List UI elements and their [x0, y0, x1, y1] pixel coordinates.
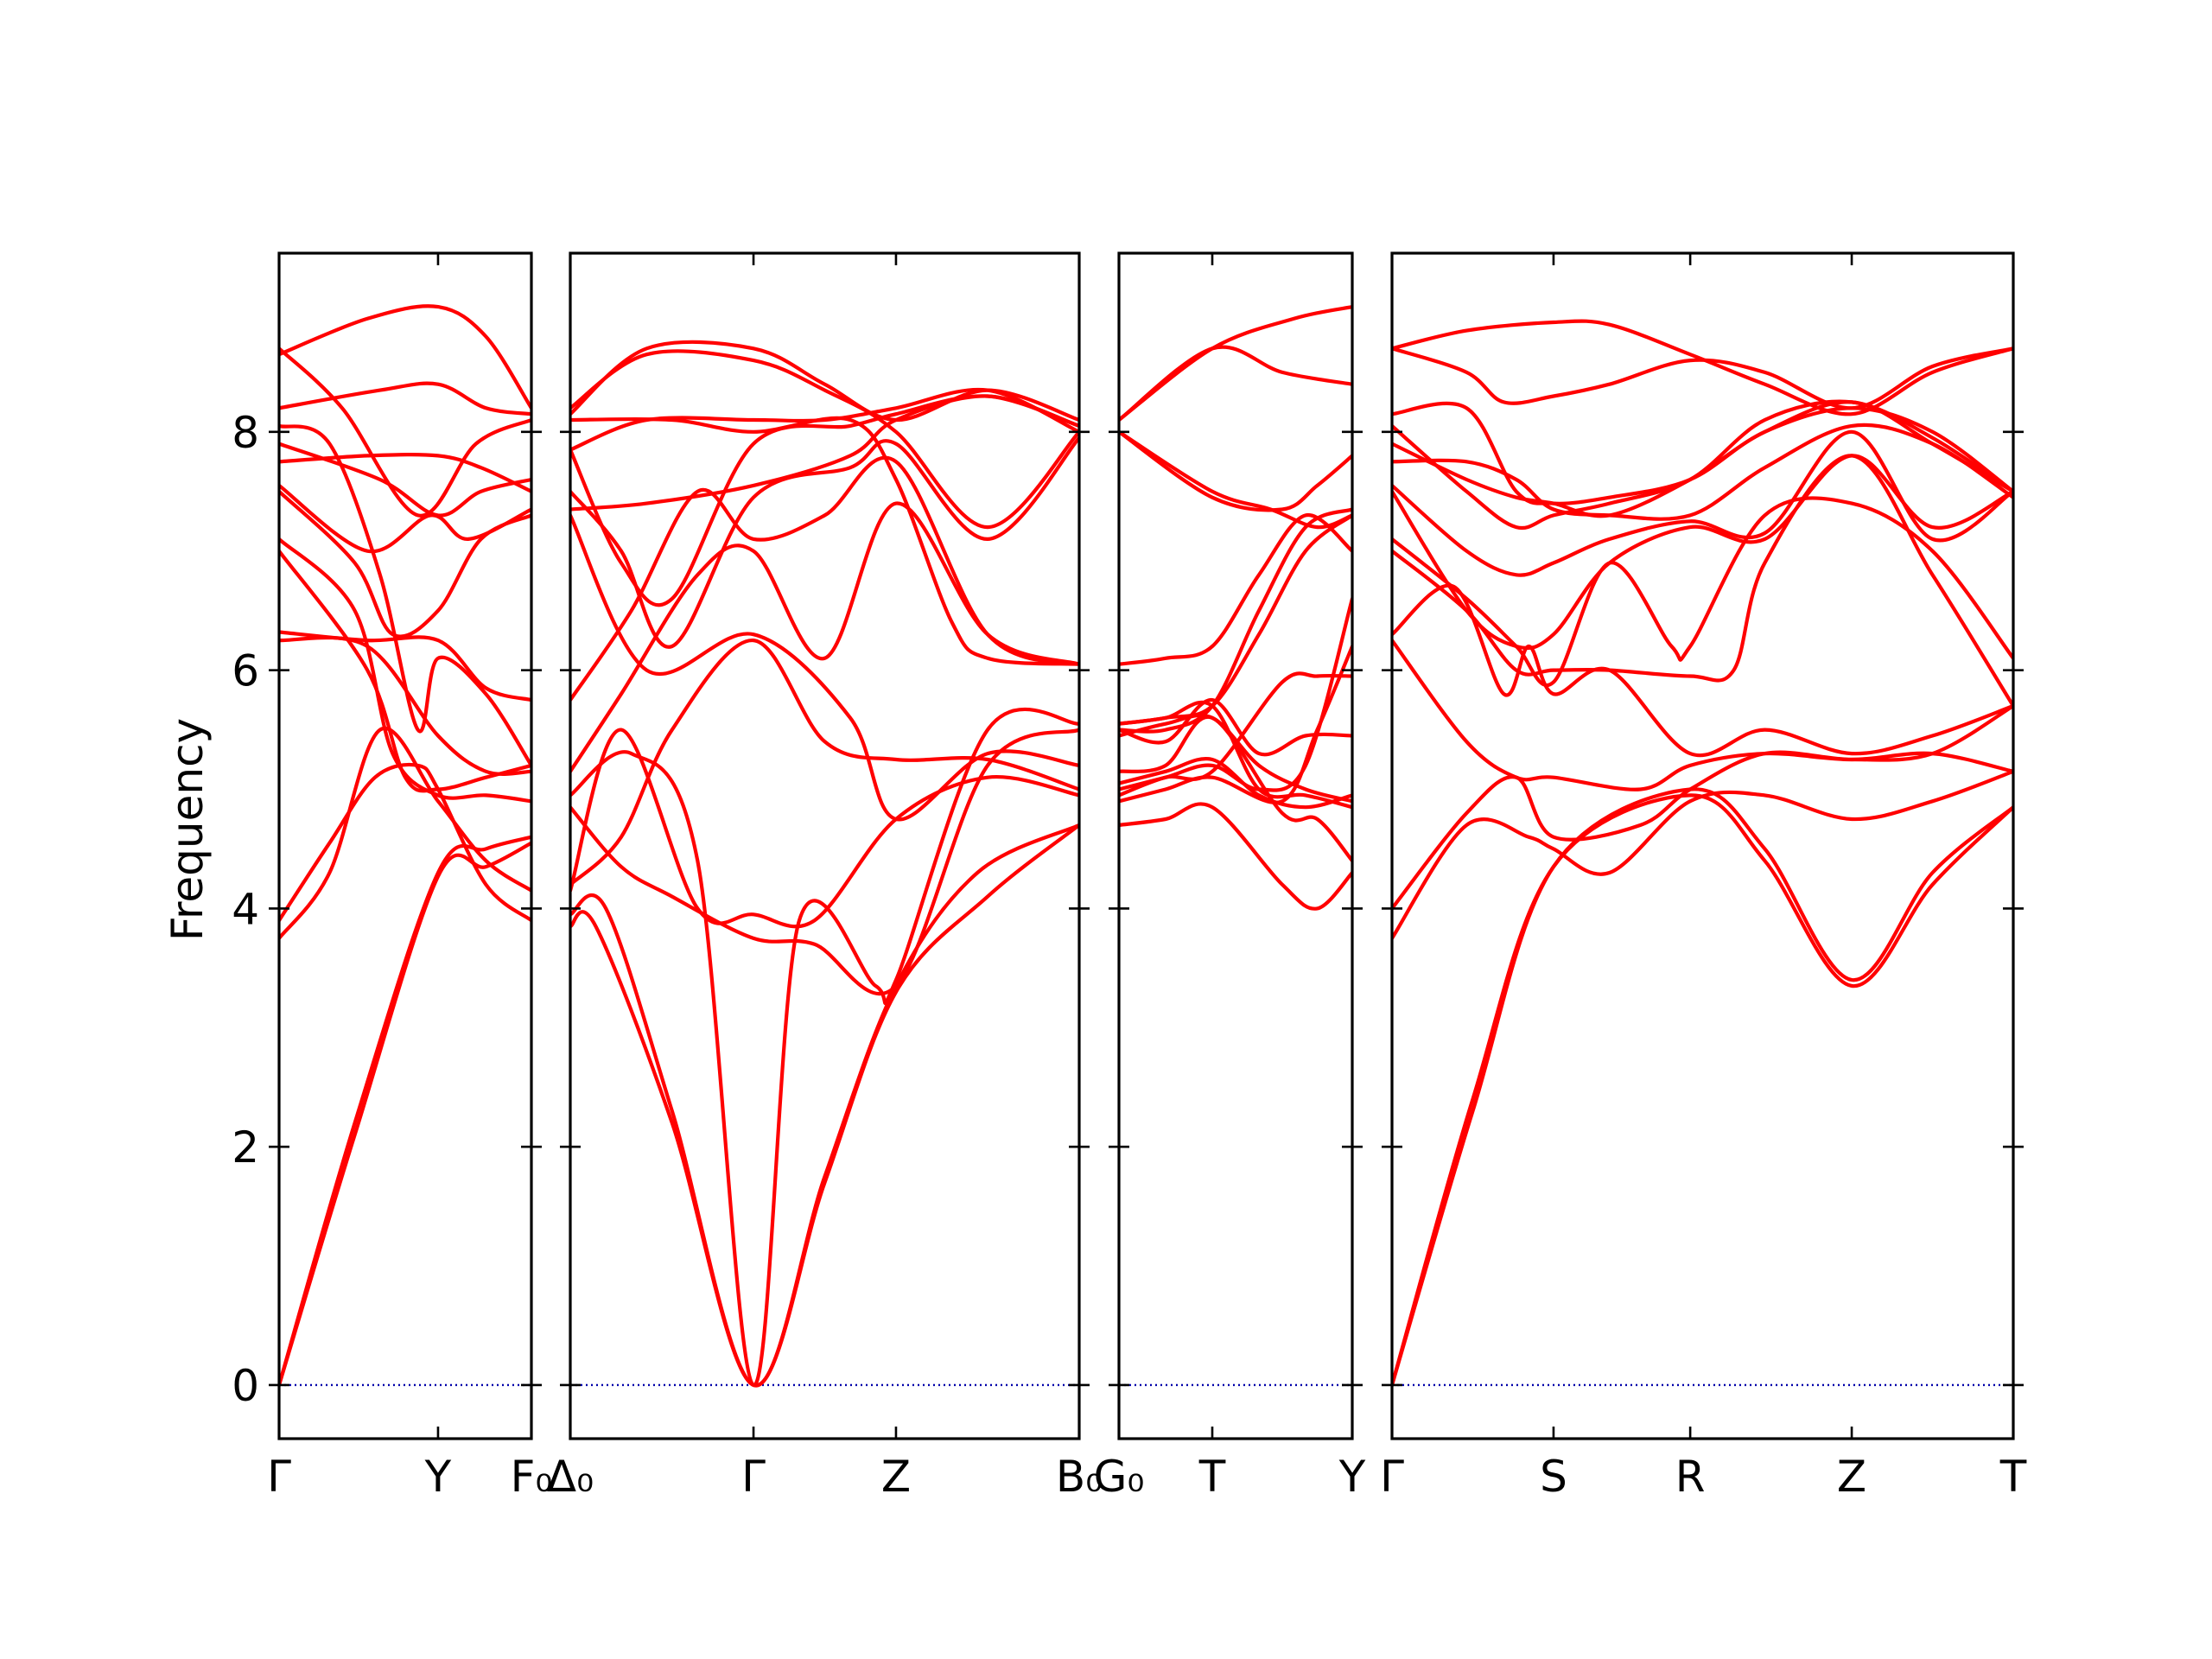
- band-line-15: [1119, 756, 1352, 810]
- x-tick-label: Z: [1837, 1452, 1866, 1502]
- band-line-5: [1119, 507, 1352, 734]
- x-tick-label: T: [1999, 1452, 2027, 1502]
- band-line-1: [1392, 793, 2013, 1387]
- band-line-13: [1119, 698, 1352, 757]
- band-line-16: [570, 349, 1079, 530]
- band-line-14: [279, 381, 531, 416]
- band-line-12: [1392, 400, 2013, 518]
- x-tick-label: Δ₀: [547, 1452, 594, 1502]
- y-tick-label: 4: [232, 884, 259, 934]
- band-line-2: [1119, 345, 1352, 423]
- band-line-6: [1392, 583, 2013, 758]
- band-line-7: [1392, 454, 2013, 709]
- band-line-8: [279, 537, 531, 804]
- band-line-3: [279, 726, 531, 940]
- band-line-3: [570, 728, 1079, 995]
- panel-3: G₀ T Y: [1094, 251, 1366, 1502]
- band-line-10: [570, 435, 1079, 649]
- band-group: [570, 340, 1079, 1388]
- x-tick-label: S: [1540, 1452, 1567, 1502]
- panel-frame: [1117, 251, 1354, 1440]
- band-line-14: [1119, 713, 1352, 804]
- band-line-7: [570, 501, 1079, 773]
- band-line-15: [279, 346, 531, 518]
- panel-2: Δ₀ Γ Z B₀: [547, 251, 1103, 1502]
- panel-frame: [277, 251, 533, 1440]
- band-group: [1392, 319, 2013, 1387]
- band-line-8: [1392, 496, 2013, 687]
- band-line-6: [570, 638, 1079, 887]
- band-line-5: [570, 728, 1079, 929]
- band-line-11: [1119, 802, 1352, 911]
- band-group: [279, 304, 531, 1387]
- band-line-8: [1119, 596, 1352, 792]
- x-tick-label: T: [1198, 1452, 1226, 1502]
- band-line-4: [1119, 429, 1352, 512]
- x-tick-label: Γ: [267, 1452, 291, 1502]
- band-line-14: [1392, 401, 2013, 505]
- x-tick-label: Y: [1338, 1452, 1366, 1502]
- band-line-11: [1392, 423, 2013, 521]
- band-line-9: [279, 489, 531, 639]
- y-tick-label: 6: [232, 646, 259, 696]
- band-line-9: [1119, 644, 1352, 804]
- band-line-2: [279, 841, 531, 1387]
- band-line-3: [1392, 769, 2013, 940]
- y-tick-label: 2: [232, 1122, 259, 1173]
- x-tick-label: B₀: [1056, 1452, 1103, 1502]
- band-line-3: [1119, 429, 1352, 530]
- x-tick-label: R: [1675, 1452, 1706, 1502]
- panel-frame: [1390, 251, 2015, 1440]
- band-line-2: [570, 823, 1079, 1388]
- band-line-12: [1119, 715, 1352, 863]
- band-line-4: [570, 707, 1079, 1388]
- x-tick-label: Z: [881, 1452, 911, 1502]
- band-line-6: [279, 630, 531, 702]
- band-line-14: [570, 416, 1079, 666]
- y-axis-label: Frequency: [162, 718, 213, 941]
- band-line-10: [1119, 671, 1352, 798]
- panel-1: Γ Y F₀: [267, 251, 553, 1502]
- panel-frame: [569, 251, 1081, 1440]
- band-line-6: [1119, 513, 1352, 726]
- band-line-11: [279, 452, 531, 493]
- band-line-4: [1392, 703, 2013, 911]
- x-tick-label: G₀: [1094, 1452, 1145, 1502]
- band-line-13: [279, 423, 531, 767]
- x-tick-label: F₀: [511, 1452, 553, 1502]
- band-line-1: [1119, 305, 1352, 423]
- band-line-11: [570, 394, 1079, 512]
- band-line-2: [1392, 787, 2013, 1387]
- band-line-10: [1392, 429, 2013, 577]
- x-tick-label: Γ: [741, 1452, 766, 1502]
- band-line-1: [279, 835, 531, 1387]
- x-tick-label: Y: [424, 1452, 452, 1502]
- band-line-5: [1392, 639, 2013, 791]
- band-line-12: [570, 394, 1079, 607]
- band-line-16: [279, 304, 531, 410]
- band-line-7: [279, 549, 531, 793]
- band-line-7: [1119, 513, 1352, 666]
- y-tick-label: 0: [232, 1361, 259, 1411]
- band-line-16: [1119, 700, 1352, 810]
- x-tick-label: Γ: [1380, 1452, 1404, 1502]
- band-line-15: [570, 340, 1079, 423]
- band-line-9: [570, 513, 1079, 822]
- band-line-4: [279, 762, 531, 923]
- band-line-10: [279, 483, 531, 554]
- band-line-15: [1392, 346, 2013, 410]
- band-group: [1119, 305, 1352, 911]
- y-tick-label: 8: [232, 408, 259, 458]
- band-line-8: [570, 455, 1079, 702]
- band-line-16: [1392, 319, 2013, 416]
- y-tick-labels: 0 2 4 6 8: [232, 408, 259, 1411]
